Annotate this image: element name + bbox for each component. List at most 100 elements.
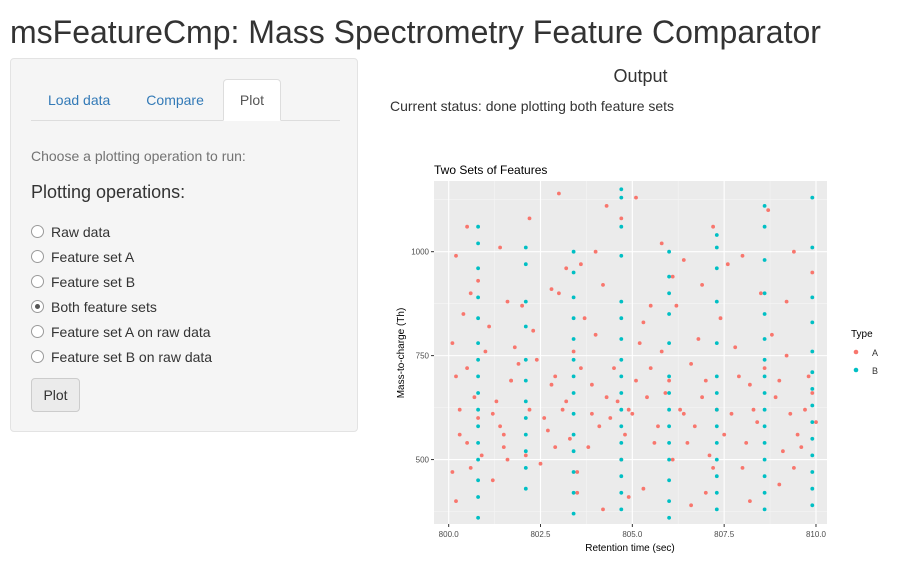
point-series-a <box>512 345 517 350</box>
legend-label-b: B <box>872 366 878 376</box>
point-series-a <box>656 424 660 429</box>
point-series-b <box>714 441 719 445</box>
point-series-a <box>814 420 818 424</box>
radio-feature-set-b-on-raw[interactable]: Feature set B on raw data <box>31 344 212 369</box>
point-series-a <box>468 291 473 296</box>
tab-compare[interactable]: Compare <box>146 92 204 108</box>
point-series-a <box>487 324 491 329</box>
data-points <box>450 187 818 520</box>
radio-button-selected[interactable] <box>31 300 44 313</box>
radio-button[interactable] <box>31 350 44 363</box>
point-series-a <box>593 332 598 337</box>
point-series-b <box>523 466 528 470</box>
point-series-a <box>703 490 708 495</box>
radio-button[interactable] <box>31 325 44 338</box>
radio-button[interactable] <box>31 250 44 263</box>
point-series-a <box>670 457 675 462</box>
point-series-a <box>748 499 752 503</box>
plot-button[interactable]: Plot <box>31 378 80 412</box>
point-series-b <box>667 424 671 429</box>
point-series-a <box>457 407 462 412</box>
x-tick-label: 807.5 <box>714 530 735 539</box>
legend-title: Type <box>851 329 873 340</box>
point-series-b <box>523 299 528 304</box>
point-series-b <box>476 441 480 445</box>
point-series-a <box>678 407 682 412</box>
point-series-b <box>810 420 815 424</box>
point-series-a <box>476 416 480 420</box>
point-series-b <box>714 507 719 512</box>
point-series-b <box>571 337 576 341</box>
point-series-a <box>659 349 664 354</box>
point-series-b <box>810 295 815 300</box>
point-series-a <box>803 407 807 412</box>
plot-panel <box>434 181 827 524</box>
tab-load-data[interactable]: Load data <box>48 92 111 108</box>
radio-feature-set-a[interactable]: Feature set A <box>31 244 212 269</box>
point-series-a <box>557 291 561 296</box>
point-series-a <box>516 362 521 366</box>
x-axis-label: Retention time (sec) <box>585 543 674 554</box>
point-series-b <box>762 441 767 445</box>
point-series-a <box>777 378 782 383</box>
point-series-a <box>626 407 631 412</box>
point-series-a <box>751 407 756 412</box>
point-series-a <box>795 432 800 437</box>
tab-plot[interactable]: Plot <box>222 79 282 121</box>
point-series-b <box>619 357 624 362</box>
point-series-b <box>810 453 815 458</box>
point-series-b <box>523 399 528 404</box>
point-series-a <box>663 391 668 395</box>
point-series-b <box>762 224 767 229</box>
point-series-a <box>450 470 455 474</box>
point-series-a <box>810 391 815 395</box>
point-series-b <box>619 474 624 479</box>
radio-feature-set-a-on-raw[interactable]: Feature set A on raw data <box>31 319 212 344</box>
point-series-a <box>501 445 506 449</box>
radio-button[interactable] <box>31 225 44 238</box>
point-series-b <box>523 357 528 362</box>
point-series-b <box>619 507 624 512</box>
point-series-a <box>626 495 631 499</box>
point-series-b <box>571 470 576 474</box>
point-series-a <box>575 490 580 495</box>
point-series-b <box>476 515 480 520</box>
point-series-b <box>523 486 528 491</box>
point-series-b <box>810 195 815 200</box>
point-series-a <box>549 287 554 291</box>
point-series-a <box>557 191 561 196</box>
point-series-a <box>612 366 616 370</box>
point-series-a <box>700 283 704 287</box>
point-series-a <box>689 503 693 508</box>
point-series-b <box>810 470 815 474</box>
radio-button[interactable] <box>31 275 44 288</box>
point-series-b <box>476 374 480 379</box>
y-tick-label: 500 <box>416 456 430 465</box>
radio-raw-data[interactable]: Raw data <box>31 219 212 244</box>
point-series-a <box>722 432 727 437</box>
point-series-b <box>476 478 480 483</box>
point-series-b <box>714 424 719 429</box>
point-series-a <box>689 362 693 366</box>
point-series-b <box>667 374 671 379</box>
point-series-b <box>810 503 815 508</box>
point-series-b <box>523 416 528 420</box>
point-series-a <box>505 299 510 304</box>
point-series-b <box>667 441 671 445</box>
point-series-a <box>740 253 745 258</box>
point-series-a <box>454 253 458 258</box>
point-series-a <box>681 258 686 262</box>
point-series-b <box>619 299 624 304</box>
point-series-b <box>619 490 624 495</box>
point-series-b <box>667 515 671 520</box>
point-series-a <box>604 395 609 400</box>
point-series-a <box>623 432 627 437</box>
point-series-b <box>762 457 767 462</box>
point-series-b <box>523 449 528 454</box>
radio-both-feature-sets[interactable]: Both feature sets <box>31 294 212 319</box>
point-series-b <box>619 424 624 429</box>
point-series-a <box>564 399 569 404</box>
point-series-b <box>714 299 719 304</box>
radio-feature-set-b[interactable]: Feature set B <box>31 269 212 294</box>
point-series-b <box>619 195 624 200</box>
